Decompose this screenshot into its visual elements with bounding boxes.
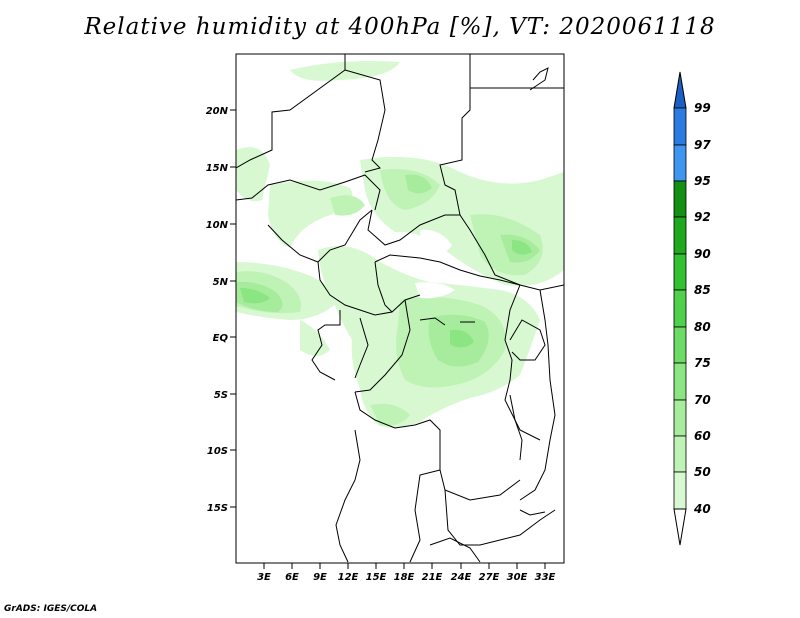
border-line <box>509 394 523 461</box>
border-line <box>367 209 521 286</box>
y-tick-label: 10N <box>206 220 229 231</box>
colorbar-segment <box>673 180 687 218</box>
border-line <box>374 254 564 291</box>
border-line <box>236 54 346 169</box>
colorbar-label: 99 <box>694 101 711 115</box>
border-line <box>354 391 521 501</box>
humidity-field <box>236 61 564 428</box>
humidity-area <box>300 320 330 356</box>
border-line <box>529 67 549 91</box>
border-line <box>374 261 393 313</box>
border-line <box>354 317 369 379</box>
border-line <box>311 310 341 381</box>
border-line <box>519 509 546 516</box>
x-tick-label: 12E <box>338 572 359 583</box>
country-borders <box>236 54 564 563</box>
y-tick-label: EQ <box>213 333 229 344</box>
border-line <box>317 261 421 316</box>
colorbar-segment <box>673 326 687 364</box>
humidity-area <box>268 180 353 248</box>
border-line <box>429 537 481 563</box>
border-line <box>504 284 541 441</box>
humidity-area <box>450 329 474 348</box>
x-tick-label: 27E <box>479 572 500 583</box>
humidity-area <box>290 61 400 81</box>
humidity-area <box>370 403 410 426</box>
x-tick-label: 9E <box>313 572 327 583</box>
y-tick-label: 5S <box>214 390 228 401</box>
humidity-area <box>415 282 455 299</box>
humidity-area <box>240 288 270 304</box>
colorbar-label: 80 <box>694 320 711 334</box>
colorbar-label: 40 <box>693 502 711 516</box>
x-tick-label: 21E <box>422 572 443 583</box>
colorbar-label: 70 <box>694 393 711 407</box>
border-line <box>354 299 411 393</box>
x-tick-label: 6E <box>285 572 299 583</box>
border-line <box>439 54 471 216</box>
border-line <box>509 319 546 361</box>
border-line <box>409 469 441 563</box>
colorbar-label: 85 <box>694 283 711 297</box>
colorbar: 99 97 95 92 90 85 80 75 70 60 50 40 <box>673 71 711 546</box>
colorbar-segment <box>673 435 687 473</box>
colorbar-label: 60 <box>694 429 711 443</box>
y-axis: 20N 15N 10N 5N EQ 5S 10S 15S <box>206 106 236 514</box>
x-axis: 3E 6E 9E 12E 15E 18E 21E 24E 27E 30E 33E <box>257 563 556 583</box>
y-tick-label: 15S <box>207 503 228 514</box>
x-tick-label: 33E <box>535 572 556 583</box>
border-line <box>344 69 386 173</box>
colorbar-segment <box>673 362 687 401</box>
x-tick-label: 15E <box>366 572 387 583</box>
grads-credit: GrADS: IGES/COLA <box>4 604 98 614</box>
humidity-area <box>236 147 270 202</box>
colorbar-segment <box>673 289 687 328</box>
border-line <box>519 289 556 501</box>
colorbar-segment <box>673 471 687 510</box>
colorbar-segment <box>673 107 687 146</box>
colorbar-label: 97 <box>694 138 711 152</box>
humidity-area <box>512 240 532 255</box>
colorbar-label: 90 <box>694 247 711 261</box>
border-line <box>335 429 361 563</box>
humidity-area <box>405 174 432 194</box>
border-line <box>419 317 446 326</box>
y-tick-label: 20N <box>206 106 229 117</box>
y-tick-label: 10S <box>207 446 228 457</box>
colorbar-segment <box>673 216 687 255</box>
colorbar-segment <box>673 399 687 437</box>
map-frame <box>235 53 565 564</box>
border-line <box>444 489 556 546</box>
y-tick-label: 15N <box>206 163 229 174</box>
chart-title: Relative humidity at 400hPa [%], VT: 202… <box>84 14 716 40</box>
colorbar-label: 50 <box>694 465 711 479</box>
x-tick-label: 30E <box>507 572 528 583</box>
x-tick-label: 18E <box>394 572 415 583</box>
border-line <box>236 174 381 211</box>
y-tick-label: 5N <box>213 277 229 288</box>
colorbar-bottom-arrow <box>673 508 687 546</box>
x-tick-label: 24E <box>451 572 472 583</box>
humidity-area <box>420 229 452 258</box>
colorbar-label: 75 <box>694 356 711 370</box>
colorbar-label: 95 <box>694 174 711 188</box>
colorbar-top-arrow <box>673 71 687 109</box>
colorbar-segment <box>673 253 687 291</box>
humidity-area <box>330 195 365 216</box>
border-line <box>267 209 373 263</box>
colorbar-segment <box>673 144 687 182</box>
colorbar-label: 92 <box>694 210 711 224</box>
x-tick-label: 3E <box>257 572 271 583</box>
